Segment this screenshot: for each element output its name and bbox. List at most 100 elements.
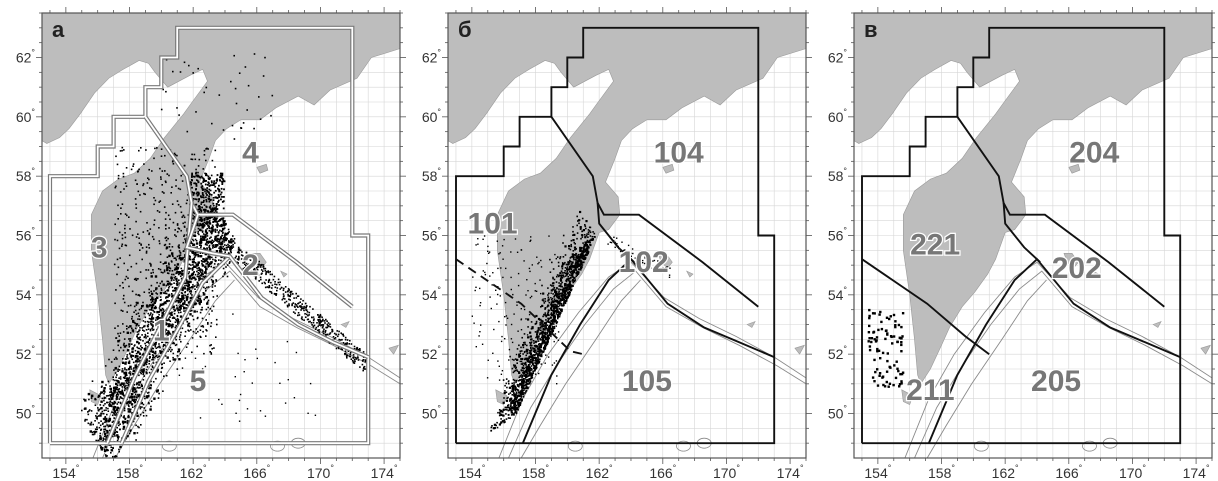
event-point <box>356 347 359 349</box>
event-point <box>516 369 518 371</box>
event-point <box>224 251 226 253</box>
event-point <box>185 284 188 287</box>
event-point <box>196 265 198 267</box>
event-point <box>108 420 110 423</box>
event-point <box>226 238 228 240</box>
event-point <box>217 263 220 265</box>
event-point <box>218 94 221 96</box>
event-point <box>129 371 131 373</box>
event-point <box>252 256 255 259</box>
event-point <box>174 229 176 231</box>
event-point <box>219 174 222 177</box>
event-point <box>177 301 180 304</box>
event-point <box>191 309 193 312</box>
event-point <box>218 259 220 261</box>
event-point <box>159 296 162 298</box>
event-point <box>256 274 258 276</box>
event-point <box>175 235 177 238</box>
event-point <box>220 224 223 228</box>
event-point <box>204 265 207 268</box>
event-point <box>144 333 147 336</box>
event-point <box>103 399 105 402</box>
event-point <box>188 330 190 332</box>
event-point <box>312 308 314 310</box>
event-point <box>213 182 216 185</box>
event-point <box>201 272 204 275</box>
land-kamchatka <box>448 13 806 385</box>
event-point <box>184 254 186 256</box>
event-point <box>200 325 203 328</box>
event-point <box>576 237 578 240</box>
event-point <box>232 240 235 242</box>
event-point <box>108 358 110 361</box>
event-point <box>149 295 151 297</box>
event-point <box>539 348 542 350</box>
event-point <box>262 75 265 77</box>
event-point <box>200 175 203 178</box>
event-point <box>116 379 118 382</box>
event-point <box>138 294 141 297</box>
event-point <box>562 299 564 301</box>
event-point <box>224 244 226 246</box>
event-point <box>142 363 146 366</box>
event-point <box>196 299 200 302</box>
event-point <box>219 179 222 182</box>
event-point <box>155 319 157 321</box>
event-point <box>312 316 315 318</box>
event-point <box>221 172 224 175</box>
event-point <box>173 282 175 284</box>
event-point <box>238 399 241 402</box>
event-point <box>166 332 169 334</box>
event-point <box>553 327 556 329</box>
event-point <box>180 331 182 334</box>
event-point <box>582 247 585 250</box>
event-point <box>346 354 348 356</box>
event-point <box>109 385 111 387</box>
event-point <box>567 269 570 271</box>
event-point <box>517 409 519 411</box>
event-point <box>123 345 127 348</box>
event-point <box>161 280 163 283</box>
event-point <box>124 227 126 230</box>
event-point <box>147 328 150 330</box>
event-point <box>116 273 118 276</box>
event-point <box>207 183 209 186</box>
event-point <box>122 384 125 386</box>
event-point <box>197 273 199 276</box>
event-point <box>547 294 549 296</box>
event-point <box>514 408 516 411</box>
event-point <box>100 407 103 410</box>
event-point <box>567 286 569 288</box>
event-point <box>363 366 365 369</box>
event-point <box>140 372 142 375</box>
event-point <box>172 317 175 319</box>
event-point <box>561 274 563 277</box>
event-point <box>183 216 186 219</box>
event-point <box>131 396 133 399</box>
event-point <box>145 335 147 337</box>
event-point <box>515 406 517 409</box>
event-point <box>190 183 192 186</box>
event-point <box>192 306 195 308</box>
event-point <box>525 373 528 376</box>
event-point <box>117 420 120 424</box>
event-point <box>114 431 116 434</box>
event-point <box>129 402 131 404</box>
event-point <box>173 279 175 281</box>
event-point <box>535 351 537 354</box>
event-point <box>125 369 128 371</box>
event-point <box>156 318 160 321</box>
event-point <box>163 206 166 208</box>
event-point <box>165 302 167 305</box>
event-point <box>119 460 121 462</box>
event-point <box>209 193 211 196</box>
event-point <box>126 388 128 391</box>
event-point <box>520 396 523 398</box>
event-point <box>129 400 132 404</box>
event-point <box>212 247 214 249</box>
event-point <box>184 291 187 293</box>
event-point <box>579 249 581 251</box>
event-point <box>190 264 192 266</box>
event-point <box>115 414 118 417</box>
event-point <box>118 390 121 394</box>
